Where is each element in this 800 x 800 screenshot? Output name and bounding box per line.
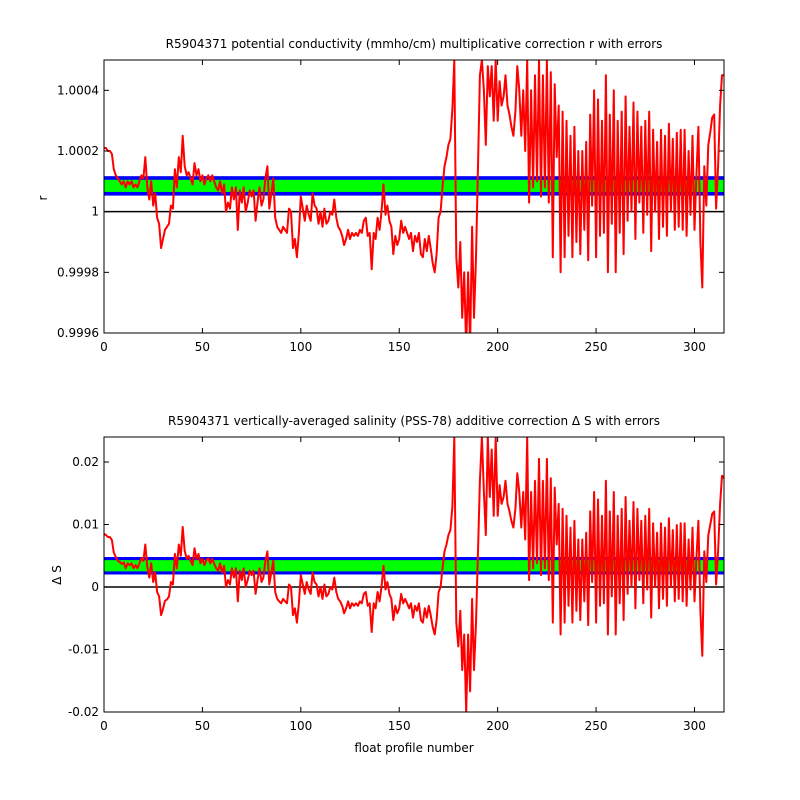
- y-tick-label: 0.01: [72, 518, 99, 532]
- y-axis-label: r: [36, 195, 50, 200]
- correction-series: [104, 60, 724, 333]
- x-tick-label: 0: [100, 719, 108, 733]
- x-tick-label: 150: [388, 340, 411, 354]
- y-tick-label: 0: [91, 580, 99, 594]
- plot-frame: [103, 436, 725, 713]
- y-tick-label: -0.02: [68, 705, 99, 719]
- salinity-correction-panel: R5904371 vertically-averaged salinity (P…: [50, 414, 725, 755]
- plot-frame: [103, 59, 725, 334]
- panel-title: R5904371 vertically-averaged salinity (P…: [168, 414, 660, 428]
- x-tick-label: 200: [486, 340, 509, 354]
- y-tick-label: 0.9996: [57, 326, 99, 340]
- x-tick-label: 250: [585, 340, 608, 354]
- y-tick-label: 1.0004: [57, 83, 99, 97]
- correction-line: [104, 60, 724, 333]
- x-tick-label: 100: [289, 719, 312, 733]
- error-band-inner: [104, 560, 724, 572]
- x-tick-label: 250: [585, 719, 608, 733]
- x-tick-label: 50: [195, 719, 210, 733]
- y-axis-label: Δ S: [50, 565, 64, 585]
- x-axis-label: float profile number: [354, 741, 473, 755]
- y-tick-label: 1.0002: [57, 144, 99, 158]
- x-tick-label: 150: [388, 719, 411, 733]
- x-tick-label: 200: [486, 719, 509, 733]
- x-tick-label: 300: [683, 719, 706, 733]
- x-tick-label: 300: [683, 340, 706, 354]
- x-tick-label: 50: [195, 340, 210, 354]
- y-tick-label: 0.9998: [57, 265, 99, 279]
- correction-series: [104, 437, 724, 712]
- axes: 0 50 100 150 200 250 300 0.9996 0.9998 1 1.0002 1.0…: [57, 59, 725, 354]
- correction-line: [104, 437, 724, 712]
- x-tick-label: 100: [289, 340, 312, 354]
- x-tick-label: 0: [100, 340, 108, 354]
- y-tick-label: -0.01: [68, 643, 99, 657]
- axes: 0 50 100 150 200 250 300 -0.02 -0.01 0 0.01 0.02: [68, 436, 725, 733]
- y-tick-label: 0.02: [72, 455, 99, 469]
- y-tick-label: 1: [91, 205, 99, 219]
- conductivity-correction-panel: R5904371 potential conductivity (mmho/cm…: [36, 37, 725, 354]
- panel-title: R5904371 potential conductivity (mmho/cm…: [166, 37, 663, 51]
